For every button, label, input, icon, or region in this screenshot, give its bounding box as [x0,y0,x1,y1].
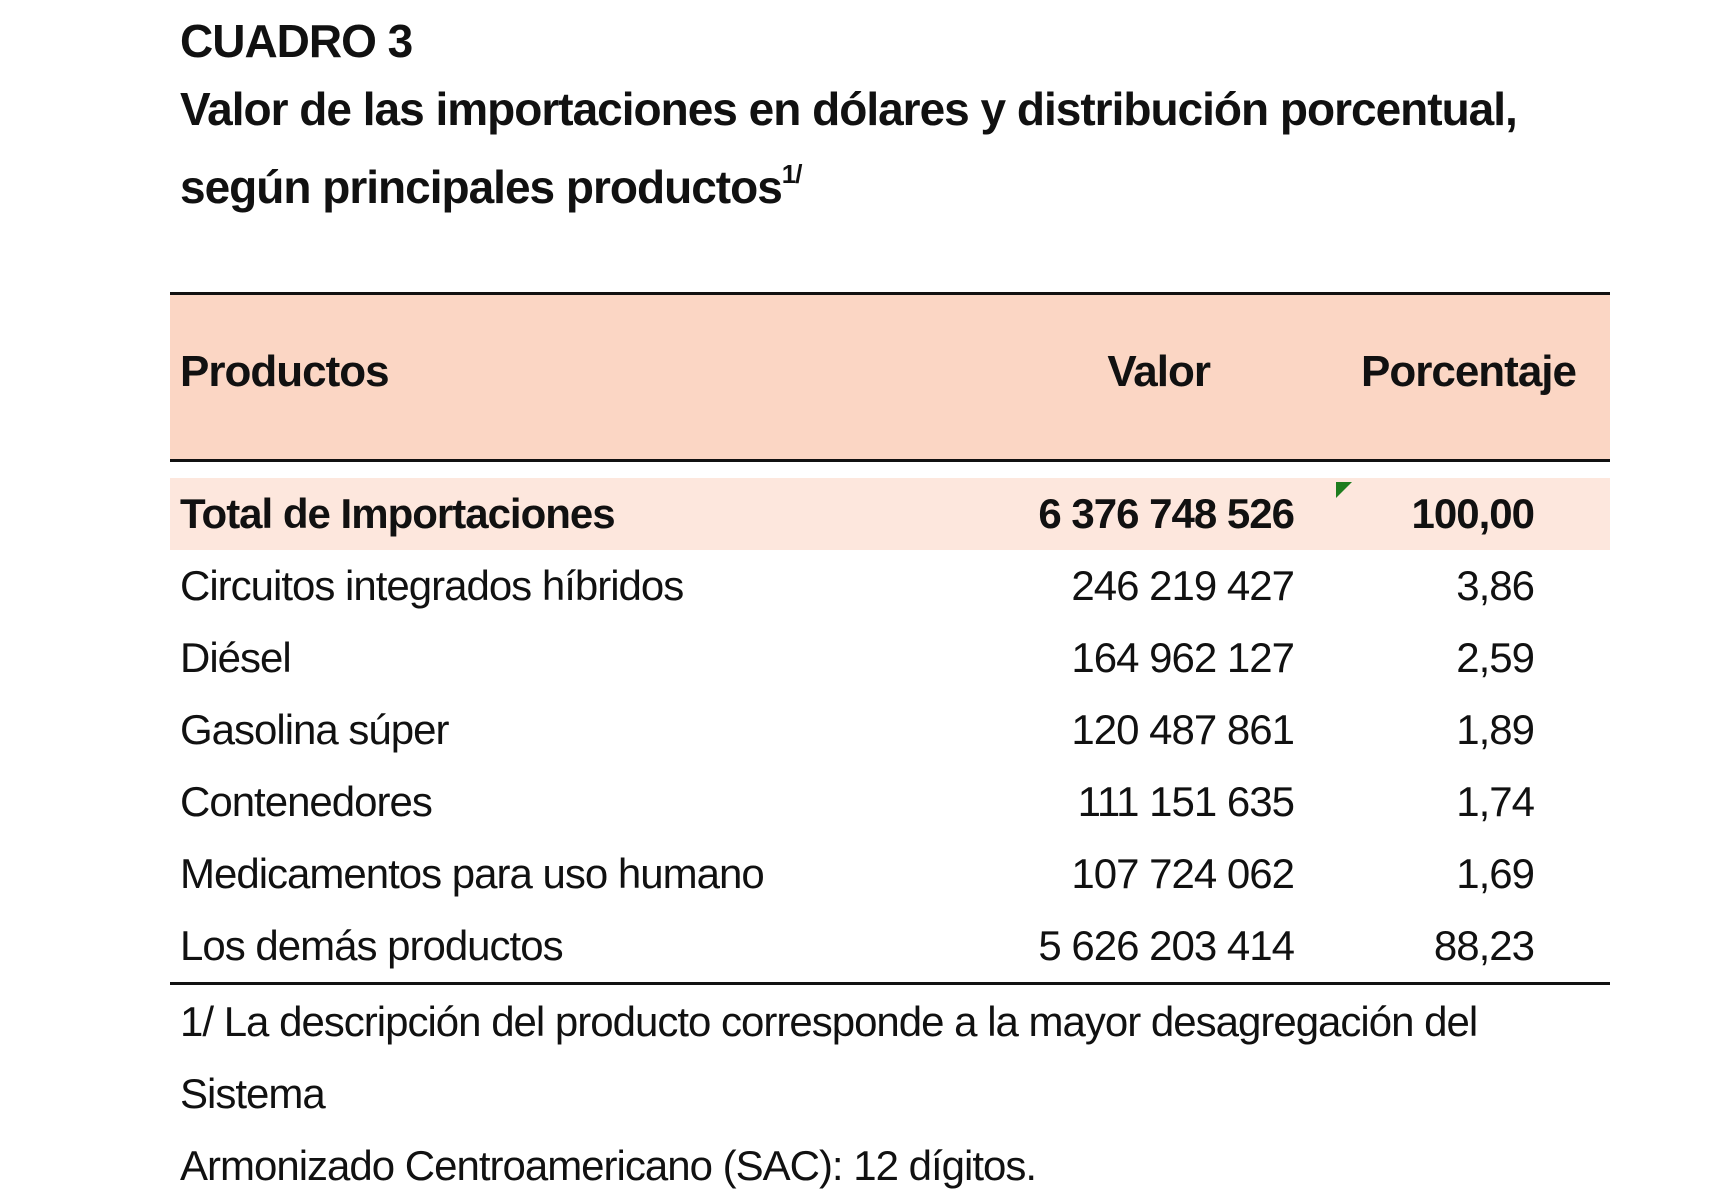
row-percent: 2,59 [1456,634,1535,681]
table-header: Productos Valor Porcentaje [170,292,1610,462]
row-percent: 88,23 [1433,922,1535,969]
row-product: Contenedores [180,778,433,825]
table-row: Contenedores 111 151 635 1,74 [170,766,1610,838]
row-value: 164 962 127 [1071,634,1295,681]
row-percent: 1,69 [1456,850,1535,897]
imports-table: Productos Valor Porcentaje Total de Impo… [170,292,1610,985]
cell-comment-indicator-icon [1336,482,1352,498]
footnote-line-2: Armonizado Centroamericano (SAC): 12 díg… [180,1142,1037,1189]
table-row: Los demás productos 5 626 203 414 88,23 [170,910,1610,982]
title-block: CUADRO 3 Valor de las importaciones en d… [180,12,1620,226]
header-percent: Porcentaje [1361,347,1577,396]
table-row: Circuitos integrados híbridos 246 219 42… [170,550,1610,622]
row-product: Circuitos integrados híbridos [180,562,684,609]
table-number: CUADRO 3 [180,15,413,67]
total-percent: 100,00 [1411,490,1535,537]
row-product: Los demás productos [180,922,564,969]
table-body: Circuitos integrados híbridos 246 219 42… [170,550,1610,985]
footnote-line-1: 1/ La descripción del producto correspon… [180,998,1478,1117]
row-value: 111 151 635 [1077,778,1295,825]
row-percent: 3,86 [1456,562,1535,609]
row-value: 107 724 062 [1071,850,1295,897]
row-product: Diésel [180,634,292,681]
row-product: Medicamentos para uso humano [180,850,765,897]
row-percent: 1,74 [1456,778,1535,825]
row-value: 5 626 203 414 [1038,922,1295,969]
total-value: 6 376 748 526 [1038,490,1295,537]
table-title: Valor de las importaciones en dólares y … [180,70,1620,226]
title-footnote-marker: 1/ [781,159,803,189]
total-row: Total de Importaciones 6 376 748 526 100… [170,478,1610,550]
footnote: 1/ La descripción del producto correspon… [180,986,1620,1202]
row-percent: 1,89 [1456,706,1535,753]
row-value: 120 487 861 [1071,706,1295,753]
header-products: Productos [180,347,390,396]
total-label: Total de Importaciones [180,490,616,537]
table-row: Diésel 164 962 127 2,59 [170,622,1610,694]
title-line-1: Valor de las importaciones en dólares y … [180,83,1518,135]
table-row: Medicamentos para uso humano 107 724 062… [170,838,1610,910]
table-row: Gasolina súper 120 487 861 1,89 [170,694,1610,766]
header-value: Valor [1107,347,1211,396]
title-line-2: según principales productos [180,161,783,213]
row-product: Gasolina súper [180,706,449,753]
row-value: 246 219 427 [1071,562,1295,609]
